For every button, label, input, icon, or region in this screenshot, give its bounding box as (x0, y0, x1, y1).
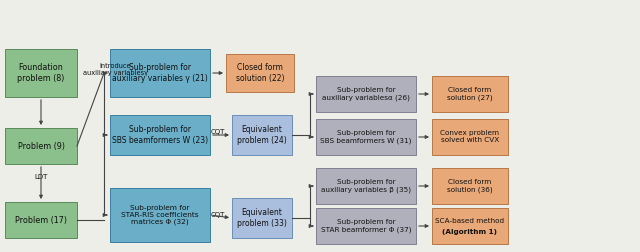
FancyBboxPatch shape (316, 119, 416, 155)
Text: LDT: LDT (35, 174, 48, 180)
Text: Foundation
problem (8): Foundation problem (8) (17, 63, 65, 83)
Text: Equivalent
problem (33): Equivalent problem (33) (237, 208, 287, 228)
Text: Sub-problem for
auxiliary variablesα (26): Sub-problem for auxiliary variablesα (26… (322, 87, 410, 101)
FancyBboxPatch shape (432, 168, 508, 204)
FancyBboxPatch shape (110, 115, 210, 155)
FancyBboxPatch shape (5, 128, 77, 164)
FancyBboxPatch shape (432, 76, 508, 112)
Text: Sub-problem for
SBS beamformers W (23): Sub-problem for SBS beamformers W (23) (112, 125, 208, 145)
FancyBboxPatch shape (316, 76, 416, 112)
Text: CQT: CQT (211, 129, 225, 135)
Text: Sub-problem for
auxiliary variables β (35): Sub-problem for auxiliary variables β (3… (321, 179, 411, 193)
Text: Introduce
auxiliary variablesγ: Introduce auxiliary variablesγ (83, 64, 148, 77)
Text: Sub-problem for
STAR beamformer Φ (37): Sub-problem for STAR beamformer Φ (37) (321, 219, 412, 233)
FancyBboxPatch shape (232, 198, 292, 238)
FancyBboxPatch shape (5, 202, 77, 238)
Text: Closed form
solution (22): Closed form solution (22) (236, 63, 284, 83)
FancyBboxPatch shape (226, 54, 294, 92)
Text: Closed form
solution (27): Closed form solution (27) (447, 87, 493, 101)
FancyBboxPatch shape (432, 208, 508, 244)
Text: Sub-problem for
auxiliary variables γ (21): Sub-problem for auxiliary variables γ (2… (112, 63, 208, 83)
Text: Equivalent
problem (24): Equivalent problem (24) (237, 125, 287, 145)
Text: Sub-problem for
STAR-RIS coefficients
matrices Φ (32): Sub-problem for STAR-RIS coefficients ma… (121, 205, 199, 225)
Text: (Algorithm 1): (Algorithm 1) (442, 230, 497, 235)
FancyBboxPatch shape (316, 208, 416, 244)
Text: Convex problem
solved with CVX: Convex problem solved with CVX (440, 131, 499, 143)
Text: Problem (9): Problem (9) (17, 142, 65, 150)
Text: Closed form
solution (36): Closed form solution (36) (447, 179, 493, 193)
Text: Sub-problem for
SBS beamformers W (31): Sub-problem for SBS beamformers W (31) (320, 130, 412, 144)
FancyBboxPatch shape (110, 188, 210, 242)
FancyBboxPatch shape (432, 119, 508, 155)
FancyBboxPatch shape (110, 49, 210, 97)
FancyBboxPatch shape (232, 115, 292, 155)
FancyBboxPatch shape (5, 49, 77, 97)
Text: CQT: CQT (211, 212, 225, 218)
Text: Problem (17): Problem (17) (15, 215, 67, 225)
FancyBboxPatch shape (316, 168, 416, 204)
Text: SCA-based method: SCA-based method (435, 217, 504, 224)
